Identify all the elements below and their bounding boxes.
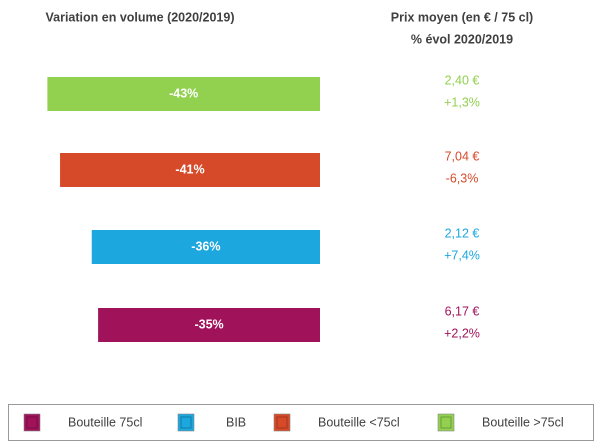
legend-swatch-shade bbox=[26, 416, 38, 429]
chart-title: Variation en volume (2020/2019) bbox=[46, 10, 235, 24]
price-subtitle: % évol 2020/2019 bbox=[411, 32, 513, 46]
bar bbox=[60, 153, 321, 187]
evolution-label: +7,4% bbox=[444, 248, 480, 262]
bar bbox=[91, 230, 320, 264]
bar-label: -36% bbox=[191, 239, 220, 253]
legend-swatch-shade bbox=[440, 416, 452, 429]
price-title: Prix moyen (en € / 75 cl) bbox=[391, 10, 533, 24]
legend-swatch-shade bbox=[180, 416, 192, 429]
bar-label: -35% bbox=[194, 317, 223, 331]
bar bbox=[98, 308, 320, 342]
legend-swatch-shade bbox=[276, 416, 288, 429]
bar-label: -43% bbox=[169, 86, 198, 100]
legend-label: Bouteille 75cl bbox=[68, 415, 142, 429]
price-label: 2,12 € bbox=[445, 226, 480, 240]
evolution-label: +2,2% bbox=[444, 326, 480, 340]
legend-label: Bouteille <75cl bbox=[318, 415, 400, 429]
legend-label: Bouteille >75cl bbox=[482, 415, 564, 429]
bar-label: -41% bbox=[175, 162, 204, 176]
bar bbox=[47, 77, 320, 111]
legend-label: BIB bbox=[226, 415, 246, 429]
evolution-label: -6,3% bbox=[446, 171, 479, 185]
price-label: 6,17 € bbox=[445, 304, 480, 318]
price-label: 2,40 € bbox=[445, 73, 480, 87]
price-label: 7,04 € bbox=[445, 149, 480, 163]
evolution-label: +1,3% bbox=[444, 95, 480, 109]
legend-box bbox=[8, 404, 594, 441]
